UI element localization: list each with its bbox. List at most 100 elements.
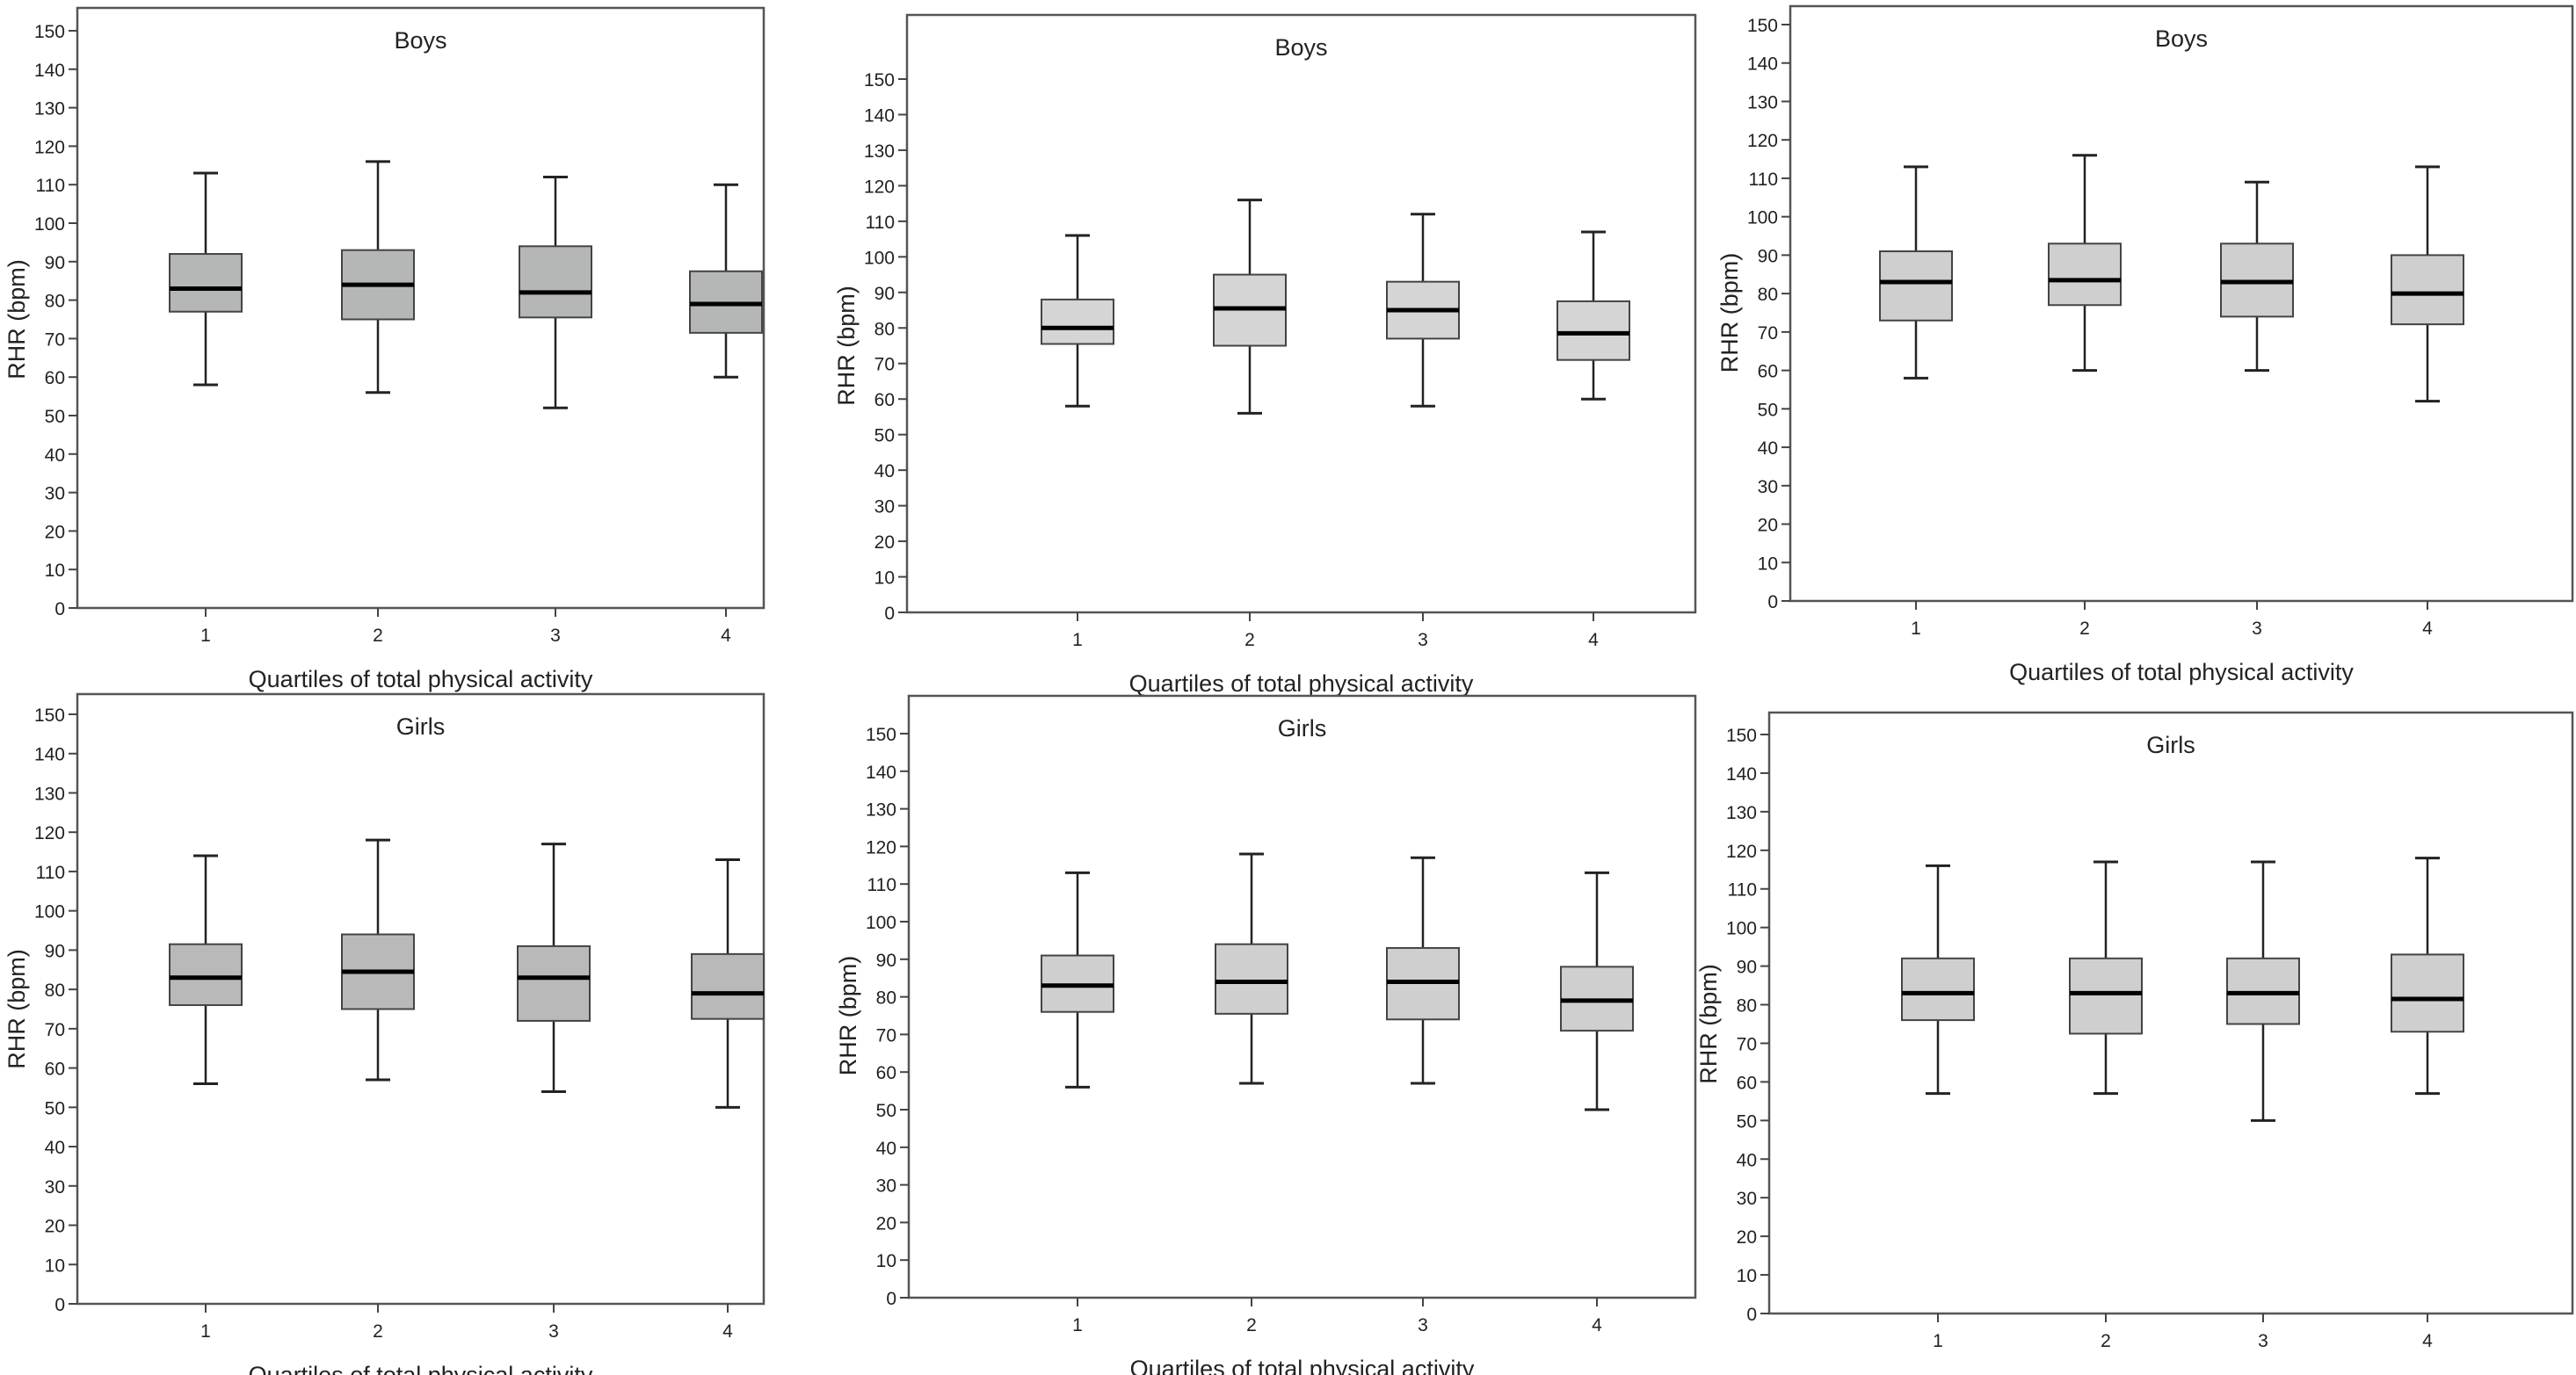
y-tick-label: 70	[45, 1020, 65, 1040]
x-tick-label: 4	[2422, 619, 2433, 639]
box-plot-4	[2391, 857, 2464, 1096]
y-tick-label: 50	[876, 1101, 896, 1121]
box-plot-3	[1386, 213, 1460, 408]
y-tick-label: 100	[866, 913, 896, 933]
y-tick-label: 30	[45, 484, 65, 504]
box-plot-1	[1901, 864, 1975, 1096]
y-tick-label: 50	[1758, 400, 1778, 420]
y-tick-label: 110	[1749, 170, 1778, 190]
y-tick-label: 40	[876, 1139, 896, 1159]
chart-title: Girls	[2146, 732, 2195, 758]
chart-title: Boys	[394, 27, 446, 54]
y-tick-label: 120	[34, 137, 65, 157]
y-tick-label: 80	[45, 292, 65, 312]
y-axis-label: RHR (bpm)	[1695, 964, 1722, 1084]
y-tick-label: 60	[45, 368, 65, 388]
y-tick-label: 30	[1737, 1189, 1757, 1209]
chart-panel-6: Girls 0 10 20 30 40 50 60 70 80 90 100 110 120 130 140 1…	[1695, 711, 2574, 1375]
y-tick-label: 50	[45, 1098, 65, 1118]
y-tick-label: 80	[1758, 285, 1778, 305]
box-iqr	[519, 245, 592, 319]
y-tick-label: 80	[1737, 996, 1757, 1017]
box-plot-2	[1213, 199, 1287, 415]
box-plot-3	[2220, 180, 2294, 373]
y-tick-label: 60	[876, 1063, 896, 1083]
box-plot-3	[519, 175, 592, 409]
box-plot-2	[341, 160, 415, 394]
x-tick-label: 2	[373, 626, 383, 646]
x-axis-label: Quartiles of total physical activity	[1130, 1356, 1475, 1375]
y-tick-label: 20	[45, 1217, 65, 1237]
chart-panel-5: Girls 0 10 20 30 40 50 60 70 80 90 100 110 120 130 140 1…	[835, 694, 1697, 1375]
y-tick-label: 90	[876, 951, 896, 971]
x-tick-label: 4	[721, 626, 731, 646]
box-iqr	[2391, 953, 2464, 1033]
y-tick-label: 40	[874, 461, 895, 481]
box-plot-1	[1041, 234, 1114, 408]
y-tick-label: 90	[874, 284, 895, 304]
box-iqr	[691, 952, 765, 1020]
x-tick-label: 1	[200, 1321, 211, 1342]
x-tick-label: 3	[2258, 1331, 2268, 1351]
box-iqr	[1879, 250, 1953, 322]
y-tick-label: 140	[1747, 54, 1778, 75]
box-plot-4	[691, 858, 765, 1109]
x-tick-label: 2	[2079, 619, 2090, 639]
y-tick-label: 100	[1726, 919, 1757, 939]
y-tick-label: 130	[864, 141, 895, 162]
x-tick-label: 4	[722, 1321, 733, 1342]
y-tick-label: 130	[34, 99, 65, 119]
y-tick-label: 150	[34, 706, 65, 726]
x-tick-label: 3	[2252, 619, 2262, 639]
y-tick-label: 90	[1737, 958, 1757, 978]
x-tick-label: 3	[1418, 630, 1428, 650]
box-plot-3	[517, 843, 591, 1093]
x-tick-label: 1	[1933, 1331, 1943, 1351]
y-tick-label: 70	[876, 1025, 896, 1046]
box-iqr	[1041, 298, 1114, 345]
box-iqr	[2391, 254, 2464, 326]
y-tick-label: 0	[54, 599, 65, 619]
y-tick-label: 70	[1758, 323, 1778, 344]
y-axis-label: RHR (bpm)	[4, 949, 30, 1069]
y-tick-label: 130	[34, 784, 65, 804]
box-plot-4	[2391, 165, 2464, 403]
y-tick-label: 30	[874, 497, 895, 517]
y-tick-label: 40	[45, 445, 65, 466]
box-iqr	[169, 943, 243, 1007]
y-tick-label: 150	[34, 22, 65, 42]
box-plot-4	[689, 183, 763, 379]
y-tick-label: 70	[1737, 1034, 1757, 1054]
x-axis-label: Quartiles of total physical activity	[1999, 1371, 2343, 1375]
y-axis-label: RHR (bpm)	[4, 259, 30, 380]
box-iqr	[517, 944, 591, 1022]
y-tick-label: 80	[874, 319, 895, 339]
box-plot-4	[1556, 230, 1630, 401]
y-tick-label: 120	[1726, 842, 1757, 862]
y-tick-label: 150	[1726, 726, 1757, 746]
box-plot-3	[1386, 856, 1460, 1085]
y-tick-label: 120	[1747, 131, 1778, 151]
y-tick-label: 100	[864, 248, 895, 268]
y-tick-label: 40	[1737, 1150, 1757, 1170]
x-tick-label: 2	[1246, 1315, 1257, 1335]
y-axis-label: RHR (bpm)	[1716, 253, 1743, 373]
box-plot-3	[2226, 860, 2300, 1122]
y-tick-label: 40	[1758, 438, 1778, 459]
chart-panel-2: Boys 0 10 20 30 40 50 60 70 80 90 100 110 120 130 140 15…	[833, 13, 1697, 697]
x-tick-label: 4	[1588, 630, 1599, 650]
chart-title: Boys	[2155, 25, 2208, 52]
x-axis-label: Quartiles of total physical activity	[2009, 659, 2354, 685]
y-tick-label: 110	[36, 863, 65, 883]
box-iqr	[2048, 242, 2122, 307]
x-tick-label: 4	[2422, 1331, 2433, 1351]
plot-frame	[1789, 4, 2574, 603]
y-tick-label: 80	[45, 981, 65, 1001]
box-plot-2	[2048, 154, 2122, 373]
y-tick-label: 20	[1737, 1227, 1757, 1248]
y-tick-label: 50	[45, 407, 65, 427]
x-tick-label: 1	[1072, 630, 1083, 650]
x-tick-label: 1	[1911, 619, 1921, 639]
y-tick-label: 150	[864, 70, 895, 90]
